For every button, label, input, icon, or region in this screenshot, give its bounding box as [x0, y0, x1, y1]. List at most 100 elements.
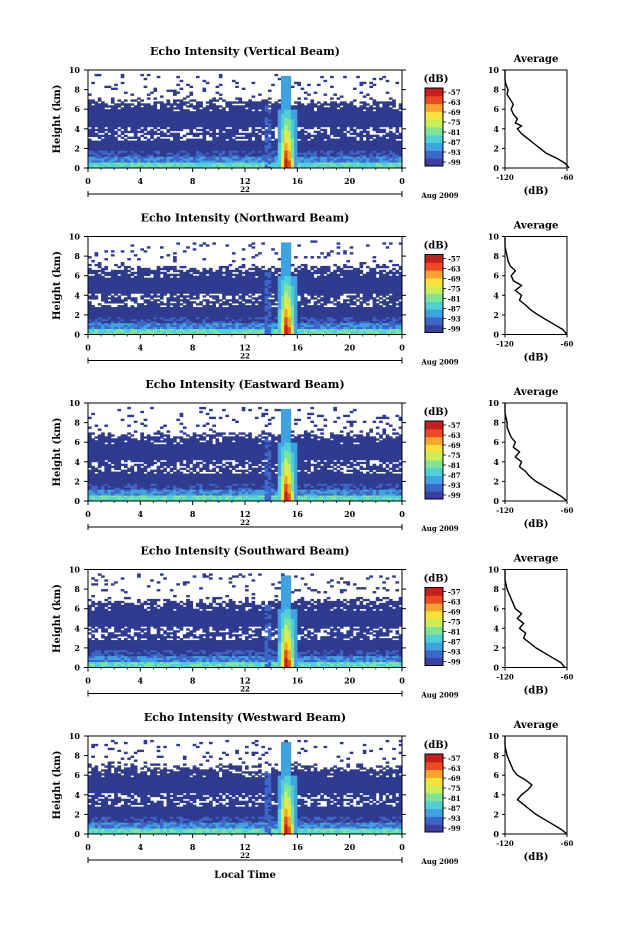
heatmap-cell [114, 152, 118, 155]
heatmap-cell [359, 130, 364, 134]
heatmap-cell [195, 156, 200, 159]
heatmap-cell [107, 320, 112, 324]
heatmap-cell [120, 316, 125, 320]
heatmap-cell [182, 119, 187, 122]
heatmap-cell [182, 320, 187, 324]
heatmap-cell [330, 320, 334, 324]
heatmap-cell [192, 310, 197, 314]
heatmap-cell [330, 148, 334, 151]
heatmap-cell [176, 332, 180, 335]
heatmap-cell [375, 146, 380, 149]
heatmap-cell [123, 156, 128, 159]
heatmap-cell [385, 150, 390, 153]
heatmap-cell [300, 122, 305, 126]
heatmap-cell [235, 314, 239, 318]
heatmap-cell [150, 162, 154, 165]
heatmap-cell [88, 103, 92, 106]
heatmap-cell [228, 142, 233, 145]
heatmap-cell [362, 156, 367, 159]
heatmap-cell [241, 113, 246, 116]
heatmap-cell [222, 128, 226, 132]
heatmap-cell [163, 326, 167, 330]
heatmap-cell [333, 162, 337, 165]
heatmap-cell [218, 328, 223, 331]
heatmap-cell [202, 132, 207, 136]
heatmap-cell [343, 111, 347, 114]
heatmap-cell [336, 316, 341, 320]
heatmap-cell [120, 312, 125, 316]
heatmap-cell [143, 314, 148, 318]
heatmap-cell [310, 101, 315, 104]
heatmap-cell [117, 115, 122, 118]
heatmap-cell [395, 328, 400, 331]
heatmap-cell [326, 148, 331, 151]
heatmap-cell [300, 297, 305, 300]
heatmap-cell [235, 142, 239, 145]
heatmap-cell [303, 164, 308, 167]
heatmap-cell [392, 113, 396, 116]
heatmap-cell [235, 81, 239, 85]
heatmap-cell [385, 301, 390, 304]
heatmap-cell [277, 314, 282, 318]
heatmap-cell [179, 307, 184, 310]
heatmap-cell [339, 132, 344, 136]
heatmap-cell [235, 332, 239, 335]
heatmap-cell [88, 150, 92, 153]
heatmap-cell [290, 109, 295, 112]
heatmap-cell [320, 162, 324, 165]
heatmap-cell [375, 328, 380, 331]
heatmap-cell [192, 154, 197, 157]
heatmap-cell [114, 126, 118, 130]
heatmap-cell [114, 142, 118, 145]
heatmap-cell [248, 309, 252, 312]
heatmap-cell [251, 101, 256, 104]
heatmap-cell [294, 301, 298, 304]
heatmap-cell [140, 119, 145, 122]
heatmap-cell [123, 154, 128, 157]
heatmap-cell [169, 146, 174, 149]
heatmap-cell [375, 330, 380, 333]
heatmap-cell [143, 119, 148, 122]
heatmap-cell [186, 144, 190, 147]
heatmap-cell [323, 142, 328, 145]
heatmap-cell [300, 312, 305, 316]
heatmap-cell [356, 134, 360, 138]
heatmap-cell [349, 146, 354, 149]
heatmap-cell [333, 120, 337, 124]
heatmap-cell [251, 303, 256, 306]
heatmap-cell [369, 318, 373, 322]
heatmap-cell [248, 150, 252, 153]
heatmap-cell [280, 117, 285, 120]
heatmap-cell [137, 146, 141, 149]
heatmap-cell [212, 117, 216, 120]
heatmap-cell [343, 312, 347, 316]
heatmap-cell [189, 158, 194, 161]
heatmap-cell [395, 150, 400, 153]
heatmap-cell [271, 117, 275, 120]
heatmap-cell [231, 320, 236, 324]
heatmap-cell [284, 301, 288, 304]
heatmap-cell [114, 156, 118, 159]
heatmap-cell [140, 326, 145, 330]
heatmap-cell [379, 113, 383, 116]
heatmap-cell [261, 146, 266, 149]
heatmap-cell [209, 99, 213, 102]
heatmap-cell [218, 144, 223, 147]
heatmap-cell [349, 332, 354, 335]
heatmap-cell [186, 160, 190, 163]
heatmap-cell [300, 158, 305, 161]
heatmap-cell [199, 113, 203, 116]
heatmap-cell [166, 99, 171, 102]
heatmap-cell [359, 83, 364, 87]
heatmap-cell [395, 156, 400, 159]
heatmap-cell [146, 144, 151, 147]
heatmap-cell [294, 332, 298, 335]
heatmap-cell [186, 307, 190, 310]
heatmap-cell [323, 301, 328, 304]
heatmap-cell [385, 318, 390, 322]
heatmap-cell [271, 136, 275, 139]
heatmap-cell [385, 156, 390, 159]
heatmap-cell [287, 160, 292, 163]
heatmap-cell [385, 122, 390, 126]
heatmap-cell [101, 162, 105, 165]
